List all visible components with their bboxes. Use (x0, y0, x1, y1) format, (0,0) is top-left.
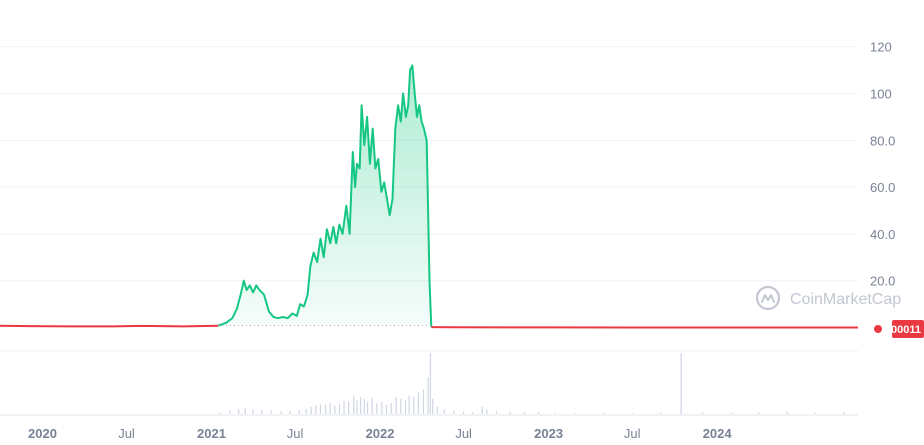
volume-bar (486, 409, 488, 414)
volume-bar (575, 412, 577, 414)
volume-bar (319, 404, 322, 414)
current-price-label: 0.00011 (882, 324, 921, 336)
volume-bar (356, 400, 358, 414)
x-tick-label: Jul (118, 426, 135, 441)
volume-bar (390, 403, 392, 414)
x-tick-label: Jul (287, 426, 304, 441)
volume-bar (229, 410, 231, 414)
volume-bar (537, 412, 540, 414)
volume-bar (554, 412, 556, 414)
volume-bar (758, 412, 760, 414)
volume-bar (463, 411, 465, 414)
volume-bar (481, 406, 483, 414)
volume-bar (436, 406, 438, 414)
volume-bar (443, 409, 445, 414)
volume-bar (348, 401, 350, 414)
volume-bar (280, 410, 282, 414)
volume-bar (270, 410, 272, 414)
x-tick-label: Jul (455, 426, 472, 441)
volume-bar (660, 412, 662, 414)
volume-bars (219, 353, 845, 414)
volume-bar (432, 398, 434, 414)
volume-bar (305, 409, 307, 414)
y-axis: 20.0 40.0 60.0 80.0 100 120 (870, 40, 895, 289)
x-tick-label: Jul (624, 426, 641, 441)
volume-bar (338, 404, 341, 414)
x-tick-label: 2022 (366, 426, 395, 441)
volume-bar (400, 398, 402, 414)
current-price-dot (874, 325, 882, 333)
volume-bar (252, 409, 254, 414)
volume-bar (353, 395, 355, 414)
volume-bar (219, 412, 221, 414)
x-tick-label: 2024 (703, 426, 733, 441)
volume-bar (385, 404, 388, 414)
volume-bar (453, 410, 455, 414)
y-tick-label: 60.0 (870, 180, 895, 195)
x-axis: 2020 Jul 2021 Jul 2022 Jul 2023 Jul 2024 (28, 426, 732, 441)
x-tick-label: 2021 (197, 426, 226, 441)
volume-bar (366, 401, 369, 414)
volume-bar (238, 409, 240, 414)
volume-bar (471, 412, 474, 414)
current-price-tag: 0.00011 (874, 320, 924, 338)
volume-bar (702, 412, 704, 414)
volume-bar (730, 412, 733, 414)
volume-bar (324, 404, 327, 414)
watermark-text: CoinMarketCap (790, 291, 901, 308)
volume-bar (363, 398, 365, 414)
volume-bar (814, 412, 817, 414)
volume-bar (244, 407, 246, 414)
coinmarketcap-logo-icon (755, 285, 781, 311)
volume-bar (680, 353, 682, 414)
x-tick-label: 2023 (534, 426, 563, 441)
volume-bar (422, 389, 425, 414)
volume-bar (413, 396, 415, 414)
volume-bar (376, 403, 378, 414)
y-tick-label: 80.0 (870, 133, 895, 148)
grid-lines (0, 46, 858, 416)
volume-bar (310, 406, 312, 414)
volume-bar (315, 405, 317, 414)
volume-bar (408, 395, 410, 414)
price-series-falling-segment[interactable] (0, 324, 219, 328)
volume-bar (289, 410, 291, 414)
y-tick-label: 100 (870, 87, 892, 102)
volume-bar (334, 405, 336, 414)
volume-bar (371, 398, 373, 414)
y-tick-label: 20.0 (870, 274, 895, 289)
volume-bar (417, 392, 419, 414)
y-tick-label: 40.0 (870, 227, 895, 242)
volume-bar (343, 400, 345, 414)
volume-bar (395, 396, 397, 414)
volume-bar (843, 411, 845, 414)
volume-bar (261, 409, 263, 414)
volume-bar (360, 396, 362, 414)
volume-bar (404, 400, 407, 414)
volume-bar (427, 377, 429, 414)
price-area (218, 65, 432, 328)
volume-bar (631, 412, 633, 414)
volume-bar (495, 410, 498, 414)
volume-bar (381, 401, 383, 414)
price-series-rising-segment[interactable] (217, 64, 433, 328)
price-area-fill (218, 65, 432, 328)
volume-bar (329, 403, 331, 414)
volume-bar (298, 410, 300, 414)
current-price-badge (892, 320, 924, 338)
y-tick-label: 120 (870, 40, 892, 55)
price-line[interactable] (0, 64, 858, 329)
volume-bar (509, 411, 511, 414)
volume-bar (603, 412, 605, 414)
volume-bar (523, 412, 526, 414)
volume-bar (786, 411, 788, 414)
x-tick-label: 2020 (28, 426, 57, 441)
volume-bar (429, 353, 431, 414)
coinmarketcap-watermark: CoinMarketCap (755, 285, 901, 311)
